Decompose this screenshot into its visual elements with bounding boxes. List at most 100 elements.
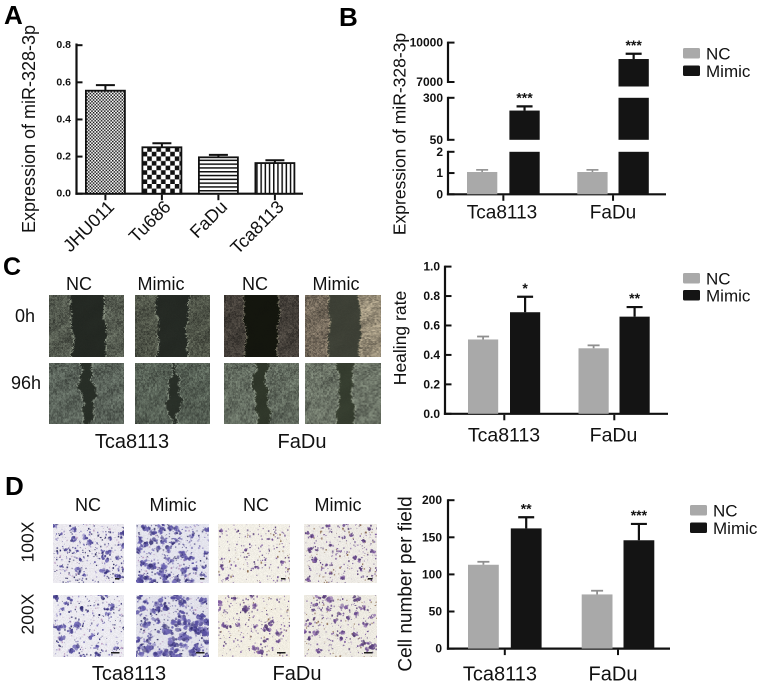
chart-a-expression-bars: 0.0 0.2 0.4 0.6 0.8 Expression of miR-328-3p J… — [19, 25, 303, 258]
chartD-significance-fadu: *** — [631, 507, 648, 523]
panel-d-col-header-nc-2: NC — [243, 495, 269, 515]
chartC-xlabel-tca8113: Tca8113 — [468, 425, 540, 447]
transwell-image-200x-fadu-mimic — [304, 594, 377, 657]
chart-b-bar-mimic-fadu-seg0 — [618, 151, 649, 195]
panel-c-row-label-0h: 0h — [14, 306, 36, 326]
chart-c-ytick-0.2: 0.2 — [423, 377, 440, 391]
chartD-legend-label-nc: NC — [713, 502, 738, 521]
chartC-legend-swatch-mimic — [683, 290, 700, 301]
chart-a-ytick-0.4: 0.4 — [56, 113, 71, 125]
panel-d-group-label-fadu: FaDu — [272, 663, 322, 685]
chartD-bar-nc-fadu — [581, 594, 613, 649]
chart-b-ytick-50: 50 — [430, 133, 444, 147]
chartC-ylabel: Healing rate — [390, 291, 410, 385]
chartC-significance-fadu: ** — [629, 290, 640, 306]
chartD-significance-tca8113: ** — [521, 500, 532, 516]
chartD-legend-swatch-nc — [690, 505, 707, 516]
chartD-bar-nc-tca8113 — [468, 564, 499, 649]
panel-d-col-header-mimic-1: Mimic — [149, 495, 197, 515]
wound-image-96h-tca8113-nc — [48, 362, 124, 424]
chart-b-xlabel-fadu: FaDu — [590, 203, 636, 224]
wound-image-0h-tca8113-nc — [48, 295, 124, 357]
chartD-bar-mimic-fadu — [623, 540, 655, 649]
panel-d-group-label-tca8113: Tca8113 — [91, 663, 167, 685]
chart-d-ytick-0: 0 — [435, 642, 442, 656]
panel-c-row-label-96h: 96h — [10, 373, 42, 393]
chart-b-significance-tca8113: *** — [516, 89, 533, 105]
chart-c-healing-rate-bars: 0.0 0.2 0.4 0.6 0.8 1.0 Healing rate * Tca8113 **… — [390, 260, 751, 447]
panel-c-group-label-tca8113: Tca8113 — [94, 431, 170, 453]
panel-a-label: A — [4, 0, 23, 30]
chart-a-bar-fadu — [197, 156, 239, 195]
chartD-bar-mimic-tca8113 — [510, 528, 542, 649]
transwell-image-100x-fadu-mimic — [304, 523, 377, 583]
chartD-legend-label-mimic: Mimic — [713, 519, 758, 538]
transwell-image-200x-tca8113-mimic — [136, 594, 209, 657]
chart-b-ytick-1: 1 — [436, 166, 443, 180]
chartB-legend-swatch-nc — [683, 48, 700, 59]
chartC-xlabel-fadu: FaDu — [590, 425, 638, 447]
chart-a-ytick-0.6: 0.6 — [56, 76, 71, 88]
chart-b-ytick-10000: 10000 — [410, 36, 444, 50]
panel-b-label: B — [339, 2, 358, 32]
chart-a-bar-tu686 — [141, 146, 183, 195]
panel-c-col-header-mimic-1: Mimic — [137, 274, 185, 294]
chart-d-cell-number-bars: 0 50 100 150 200 Cell number per field ** Tca81… — [396, 493, 758, 685]
chartB-legend-label-mimic: Mimic — [706, 62, 751, 81]
chart-d-ytick-150: 150 — [422, 530, 442, 544]
chartC-bar-nc-fadu — [578, 348, 609, 414]
panel-c-col-header-nc-2: NC — [242, 274, 268, 294]
chart-b-xlabel-tca8113: Tca8113 — [467, 203, 537, 224]
chart-b-significance-fadu: *** — [625, 37, 642, 53]
panel-d-label: D — [5, 471, 24, 501]
chart-b-bar-mimic-fadu-seg2 — [618, 59, 649, 87]
chart-d-ytick-50: 50 — [429, 605, 443, 619]
chartC-significance-tca8113: * — [522, 280, 528, 296]
chart-a-xlabel-tu686: Tu686 — [125, 197, 175, 247]
wound-image-0h-tca8113-mimic — [135, 295, 210, 357]
chartB-legend-label-nc: NC — [706, 45, 731, 64]
chart-a-xlabel-jhu011: JHU011 — [59, 197, 118, 256]
wound-image-96h-tca8113-mimic — [135, 362, 210, 424]
chart-c-ytick-0.8: 0.8 — [423, 289, 440, 303]
chart-d-ytick-100: 100 — [422, 567, 442, 581]
wound-image-0h-fadu-nc — [223, 295, 299, 357]
panel-c-label: C — [3, 253, 22, 281]
transwell-image-100x-fadu-nc — [218, 523, 290, 583]
chartB-ylabel: Expression of miR-328-3p — [390, 33, 410, 235]
chartD-legend-swatch-mimic — [690, 522, 707, 533]
chart-a-bar-tca8113 — [254, 162, 296, 195]
wound-image-96h-fadu-mimic — [304, 362, 381, 424]
chartD-xlabel-fadu: FaDu — [589, 664, 638, 686]
chart-b-bar-mimic-fadu-seg1 — [618, 97, 649, 140]
chartC-bar-mimic-tca8113 — [510, 312, 541, 414]
chart-b-bar-nc-tca8113 — [467, 171, 498, 195]
panel-c-col-header-nc-1: NC — [66, 274, 92, 294]
chart-d-ytick-200: 200 — [422, 493, 442, 507]
chart-a-xlabel-tca8113: Tca8113 — [226, 197, 287, 258]
chartD-ylabel: Cell number per field — [396, 496, 417, 671]
chart-b-ytick-2: 2 — [436, 145, 443, 159]
chart-c-ytick-0.6: 0.6 — [423, 318, 440, 332]
transwell-image-200x-tca8113-nc — [53, 594, 124, 657]
chart-b-ytick-0: 0 — [436, 187, 443, 201]
chart-a-ytick-0.8: 0.8 — [56, 39, 71, 51]
transwell-image-100x-tca8113-nc — [53, 523, 124, 583]
transwell-image-200x-fadu-nc — [218, 594, 290, 657]
chartC-legend-label-mimic: Mimic — [706, 287, 751, 306]
chart-b-bar-mimic-tca8113-seg1 — [509, 110, 540, 140]
chartC-legend-label-nc: NC — [706, 270, 731, 289]
chart-a-ytick-0.2: 0.2 — [56, 151, 71, 163]
chart-b-ytick-7000: 7000 — [416, 75, 443, 89]
chart-a-ytick-0.0: 0.0 — [56, 188, 71, 200]
chartC-legend-swatch-nc — [683, 273, 700, 284]
chart-a-xlabel-fadu: FaDu — [186, 197, 231, 242]
wound-image-96h-fadu-nc — [223, 362, 299, 424]
wound-image-0h-fadu-mimic — [304, 295, 381, 357]
chart-c-ytick-0.0: 0.0 — [423, 407, 440, 421]
chart-a-ylabel: Expression of miR-328-3p — [19, 25, 39, 233]
panel-d-col-header-mimic-2: Mimic — [314, 495, 362, 515]
